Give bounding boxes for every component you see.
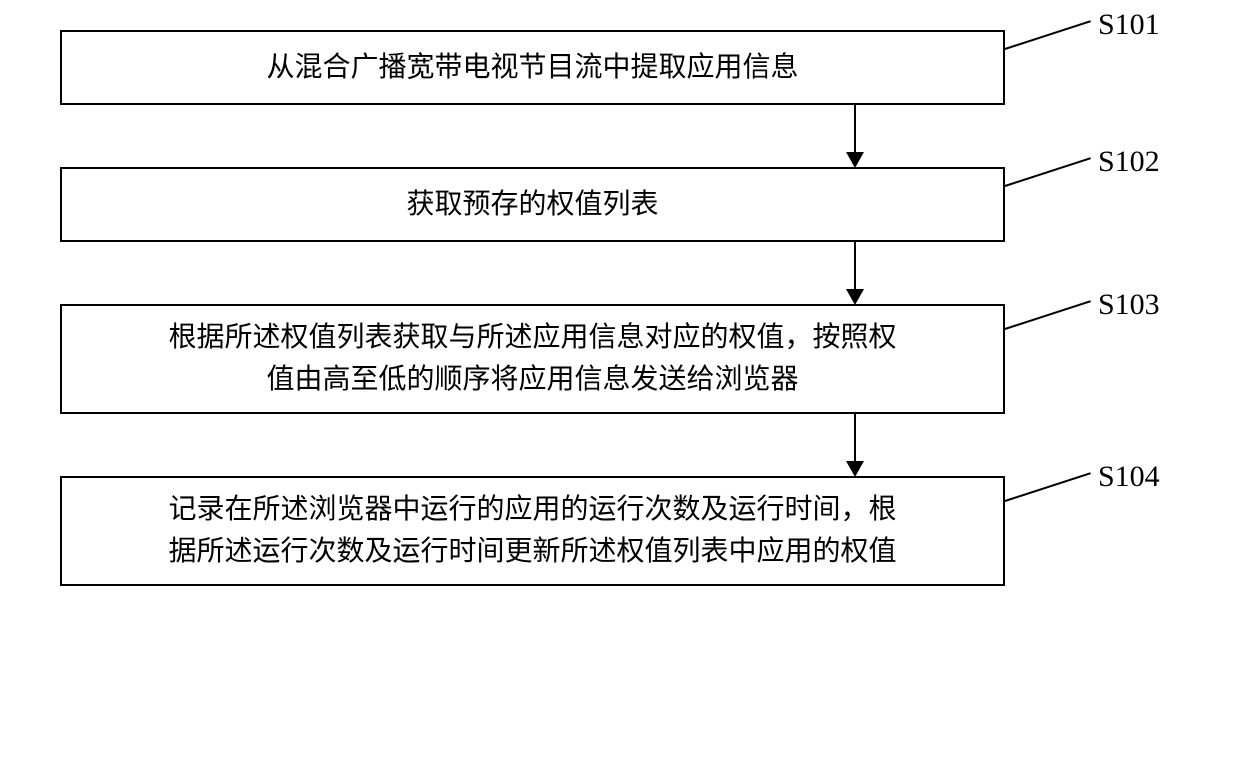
flowchart-step: 获取预存的权值列表 S102 [60,167,1180,242]
step-label-s102: S102 [1098,145,1160,179]
flowchart-arrow [530,105,1180,167]
flowchart-arrow [530,414,1180,476]
step-label-s104: S104 [1098,460,1160,494]
arrowhead-icon [846,461,864,477]
flowchart-step: 从混合广播宽带电视节目流中提取应用信息 S101 [60,30,1180,105]
step-text: 获取预存的权值列表 [406,184,658,226]
label-connector [1005,300,1091,330]
arrowhead-icon [846,289,864,305]
step-box-s103: 根据所述权值列表获取与所述应用信息对应的权值，按照权 值由高至低的顺序将应用信息… [60,304,1005,414]
step-text: 从混合广播宽带电视节目流中提取应用信息 [266,47,798,89]
label-connector [1005,472,1091,502]
step-box-s104: 记录在所述浏览器中运行的应用的运行次数及运行时间，根 据所述运行次数及运行时间更… [60,476,1005,586]
step-text: 记录在所述浏览器中运行的应用的运行次数及运行时间，根 据所述运行次数及运行时间更… [168,489,896,573]
step-text: 根据所述权值列表获取与所述应用信息对应的权值，按照权 值由高至低的顺序将应用信息… [168,317,896,401]
flowchart-step: 记录在所述浏览器中运行的应用的运行次数及运行时间，根 据所述运行次数及运行时间更… [60,476,1180,586]
step-box-s102: 获取预存的权值列表 [60,167,1005,242]
step-box-s101: 从混合广播宽带电视节目流中提取应用信息 [60,30,1005,105]
step-label-s103: S103 [1098,288,1160,322]
flowchart-arrow [530,242,1180,304]
flowchart-step: 根据所述权值列表获取与所述应用信息对应的权值，按照权 值由高至低的顺序将应用信息… [60,304,1180,414]
step-label-s101: S101 [1098,8,1160,42]
arrowhead-icon [846,152,864,168]
flowchart-container: 从混合广播宽带电视节目流中提取应用信息 S101 获取预存的权值列表 S102 … [60,30,1180,586]
label-connector [1005,20,1091,50]
